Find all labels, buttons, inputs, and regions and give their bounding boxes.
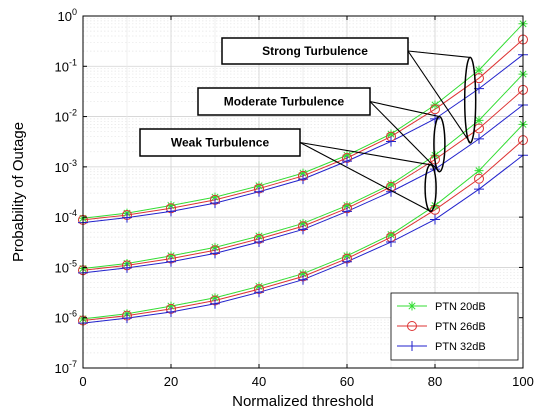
data-point bbox=[166, 306, 176, 317]
legend: PTN 20dB PTN 26dB PTN 32dB bbox=[390, 292, 519, 361]
callout-line bbox=[369, 101, 440, 173]
data-point bbox=[298, 168, 308, 178]
callout-line bbox=[407, 50, 471, 58]
data-point bbox=[298, 269, 308, 279]
y-tick-label: 10-2 bbox=[55, 108, 77, 125]
callout-ellipse bbox=[424, 164, 437, 213]
data-point bbox=[474, 133, 484, 144]
data-point bbox=[166, 251, 176, 261]
data-point bbox=[298, 224, 308, 235]
data-point bbox=[298, 274, 308, 285]
y-tick-label: 10-1 bbox=[55, 57, 77, 74]
data-point bbox=[386, 230, 396, 240]
callout-line bbox=[299, 142, 431, 212]
x-tick-label: 100 bbox=[512, 374, 534, 389]
data-point bbox=[254, 287, 264, 298]
data-point bbox=[254, 237, 264, 248]
data-point bbox=[474, 184, 484, 195]
callout-line bbox=[407, 50, 471, 144]
data-point bbox=[342, 150, 352, 160]
data-point bbox=[254, 181, 264, 191]
data-point bbox=[407, 321, 417, 331]
data-point bbox=[166, 206, 176, 217]
x-tick-label: 40 bbox=[252, 374, 266, 389]
data-point bbox=[210, 248, 220, 259]
data-point bbox=[474, 173, 484, 184]
data-point bbox=[386, 136, 396, 147]
data-point bbox=[342, 251, 352, 261]
y-axis-title: Probability of Outage bbox=[10, 122, 27, 262]
data-point bbox=[210, 192, 220, 202]
y-tick-label: 100 bbox=[58, 7, 77, 24]
data-point bbox=[386, 179, 396, 189]
x-axis-ticks: 0 20 40 60 80 100 bbox=[79, 16, 534, 389]
data-point bbox=[298, 174, 308, 185]
callout-box bbox=[197, 87, 371, 116]
data-point bbox=[474, 65, 484, 75]
data-point bbox=[386, 129, 396, 139]
data-point bbox=[254, 281, 264, 291]
y-tick-label: 10-7 bbox=[55, 359, 77, 376]
annotations: Strong Turbulence Moderate Turbulence Weak… bbox=[139, 37, 477, 213]
data-point bbox=[122, 262, 132, 273]
data-point bbox=[407, 301, 417, 311]
data-point bbox=[210, 242, 220, 252]
callout-ellipse bbox=[433, 115, 446, 173]
x-axis-title: Normalized threshold bbox=[232, 393, 374, 410]
callout-box bbox=[139, 128, 301, 157]
x-tick-label: 20 bbox=[164, 374, 178, 389]
data-point bbox=[166, 301, 176, 311]
data-point bbox=[342, 156, 352, 167]
legend-label: PTN 32dB bbox=[435, 341, 486, 353]
data-point bbox=[474, 115, 484, 125]
x-tick-label: 60 bbox=[340, 374, 354, 389]
callout-ellipse bbox=[463, 56, 477, 144]
callout-line bbox=[299, 141, 431, 166]
callout-box bbox=[221, 37, 409, 65]
data-point bbox=[122, 212, 132, 223]
callout-label: Strong Turbulence bbox=[262, 44, 368, 58]
data-point bbox=[254, 231, 264, 241]
y-tick-label: 10-6 bbox=[55, 309, 77, 326]
data-point bbox=[210, 198, 220, 209]
data-point bbox=[210, 298, 220, 309]
callout-label: Moderate Turbulence bbox=[224, 95, 345, 109]
data-point bbox=[210, 293, 220, 303]
data-point bbox=[166, 201, 176, 211]
data-point bbox=[166, 256, 176, 267]
y-tick-label: 10-4 bbox=[55, 208, 77, 225]
callout-label: Weak Turbulence bbox=[171, 136, 270, 150]
data-point bbox=[342, 206, 352, 217]
y-tick-label: 10-3 bbox=[55, 158, 77, 175]
data-point bbox=[430, 104, 440, 115]
data-point bbox=[342, 201, 352, 211]
x-tick-label: 0 bbox=[79, 374, 86, 389]
data-point bbox=[386, 237, 396, 248]
data-point bbox=[254, 186, 264, 197]
data-point bbox=[342, 256, 352, 267]
data-point bbox=[122, 313, 132, 324]
x-tick-label: 80 bbox=[428, 374, 442, 389]
legend-label: PTN 20dB bbox=[435, 301, 486, 313]
data-point bbox=[298, 218, 308, 228]
data-point bbox=[430, 214, 440, 225]
y-tick-label: 10-5 bbox=[55, 258, 77, 275]
data-point bbox=[407, 341, 417, 351]
callout-line bbox=[369, 100, 440, 118]
legend-label: PTN 26dB bbox=[435, 321, 486, 333]
data-point bbox=[474, 166, 484, 176]
y-axis-ticks: 100 10-1 10-2 10-3 10-4 10-5 10-6 10-7 bbox=[55, 7, 523, 376]
plot-frame bbox=[82, 15, 524, 369]
